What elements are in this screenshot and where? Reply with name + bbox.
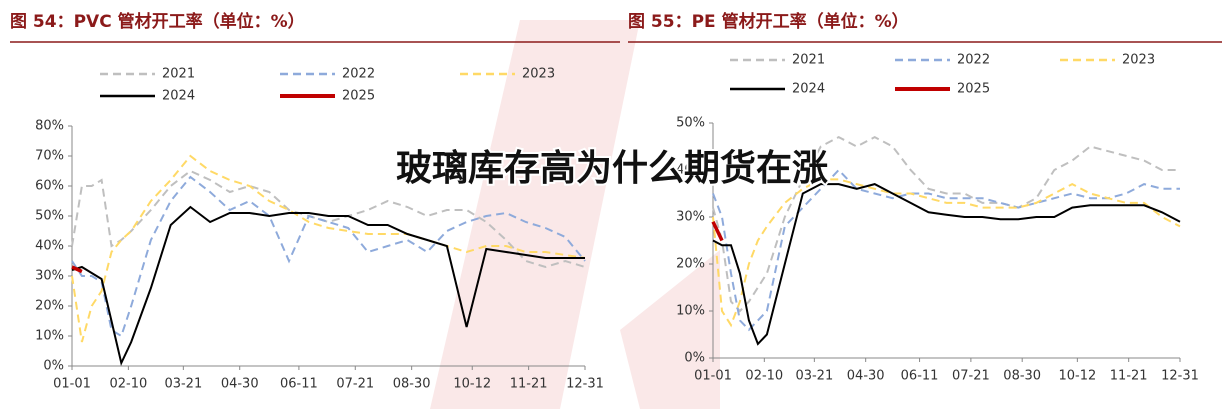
legend-label: 2023 [522,67,555,82]
y-tick-label: 20% [676,257,705,272]
series-line [71,205,585,367]
x-tick-label: 11-21 [1110,369,1148,384]
overlay-title: 玻璃库存高为什么期货在涨 [396,148,828,189]
y-tick-label: 0% [43,359,64,374]
x-tick-label: 08-30 [1003,369,1041,384]
x-tick-label: 03-21 [164,377,202,392]
watermark [620,250,720,409]
x-tick-label: 03-21 [795,369,833,384]
legend-label: 2024 [792,82,825,97]
y-tick-label: 40% [676,163,705,178]
series-line [712,135,1180,313]
x-tick-label: 12-31 [566,377,604,392]
series-line [71,265,83,274]
series-line [712,178,1181,328]
x-tick-label: 02-10 [109,377,147,392]
x-tick-label: 08-30 [393,377,431,392]
y-tick-label: 10% [676,304,705,319]
y-tick-label: 20% [35,299,64,314]
x-tick-label: 12-31 [1161,369,1199,384]
legend-label: 2021 [792,53,825,68]
charts: 0% 10% 20% 30% 40% 50% 60% 70% 80% 01-01 02-10 03-2… [35,53,1199,392]
legend-label: 2022 [957,53,990,68]
x-tick-label: 02-10 [745,369,783,384]
y-tick-label: 30% [676,210,705,225]
legend-label: 2025 [957,82,990,97]
y-tick-label: 60% [35,179,64,194]
series-line [711,220,724,242]
x-tick-label: 01-01 [53,377,91,392]
x-tick-label: 06-11 [280,377,318,392]
y-tick-label: 70% [35,149,64,164]
legend-label: 2022 [342,67,375,82]
x-tick-label: 10-12 [1058,369,1096,384]
x-tick-label: 11-21 [510,377,548,392]
y-tick-label: 10% [35,329,64,344]
y-tick-label: 30% [35,269,64,284]
x-tick-label: 04-30 [847,369,885,384]
y-tick-label: 0% [684,351,705,366]
legend-label: 2024 [162,89,195,104]
x-tick-label: 06-11 [901,369,939,384]
series-line [712,183,1181,346]
series-line [71,175,586,338]
x-tick-label: 04-30 [221,377,259,392]
x-tick-label: 01-01 [694,369,732,384]
y-tick-label: 80% [35,119,64,134]
x-tick-label: 10-12 [453,377,491,392]
chart-title: 图 54：PVC 管材开工率（单位：%） [10,11,305,32]
legend-label: 2021 [162,67,195,82]
y-tick-label: 50% [35,209,64,224]
x-tick-label: 07-21 [952,369,990,384]
y-tick-label: 50% [676,116,705,131]
legend-label: 2025 [342,89,375,104]
x-tick-label: 07-21 [336,377,374,392]
chart-title: 图 55：PE 管材开工率（单位：%） [628,11,909,32]
y-tick-label: 40% [35,239,64,254]
series-line [712,168,1180,332]
watermark [430,20,640,409]
series-line [71,154,586,343]
legend-label: 2023 [1122,53,1155,68]
